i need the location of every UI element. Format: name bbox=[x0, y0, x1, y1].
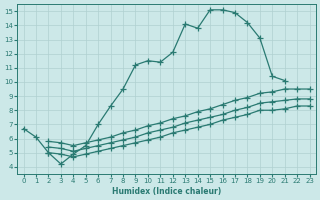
X-axis label: Humidex (Indice chaleur): Humidex (Indice chaleur) bbox=[112, 187, 221, 196]
